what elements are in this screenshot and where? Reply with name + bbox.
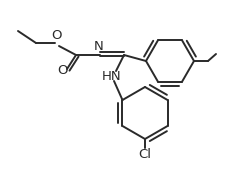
Text: O: O (51, 29, 61, 42)
Text: O: O (58, 65, 68, 78)
Text: N: N (94, 39, 104, 52)
Text: HN: HN (102, 70, 122, 83)
Text: Cl: Cl (138, 148, 152, 162)
